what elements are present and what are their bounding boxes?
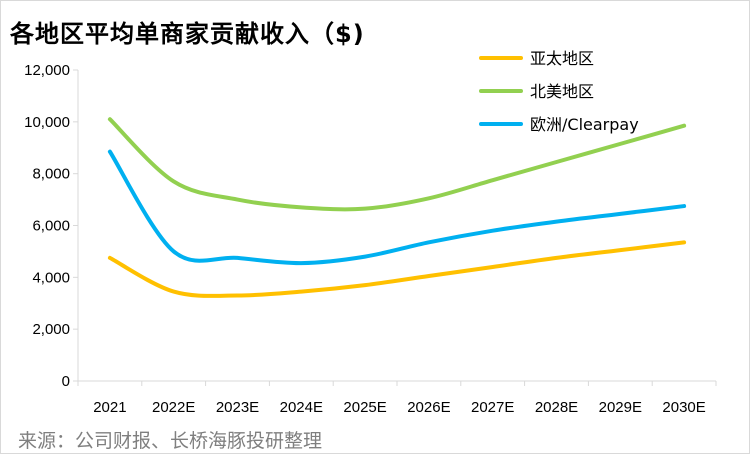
legend-label: 欧洲/Clearpay [530,115,639,134]
y-tick-label: 6,000 [32,218,70,235]
series-layer [107,117,687,298]
legend-label: 亚太地区 [530,49,594,68]
series-line-2 [107,117,687,212]
x-tick-label: 2025E [343,399,386,416]
x-tick-label: 2021 [93,399,126,416]
legend-label: 北美地区 [530,82,594,101]
y-tick-label: 2,000 [32,321,70,338]
chart-title: 各地区平均单商家贡献收入（$) [10,20,365,48]
x-tick-label: 2030E [662,399,705,416]
x-tick-label: 2026E [407,399,450,416]
chart-axes: 0 2,000 4,000 6,000 8,000 10,000 12,000 2021 202… [24,62,717,416]
y-tick-label: 12,000 [24,62,70,79]
y-tick-label: 8,000 [32,166,70,183]
x-tick-label: 2028E [535,399,578,416]
x-tick-label: 2029E [599,399,642,416]
series-line-3 [107,149,687,266]
y-tick-label: 10,000 [24,114,70,131]
source-note: 来源：公司财报、长桥海豚投研整理 [18,430,323,452]
x-tick-label: 2022E [152,399,195,416]
x-tick-label: 2027E [471,399,514,416]
series-line-1 [107,240,687,298]
x-tick-label: 2024E [280,399,323,416]
y-tick-label: 0 [62,373,70,390]
x-tick-label: 2023E [216,399,259,416]
y-tick-label: 4,000 [32,269,70,286]
